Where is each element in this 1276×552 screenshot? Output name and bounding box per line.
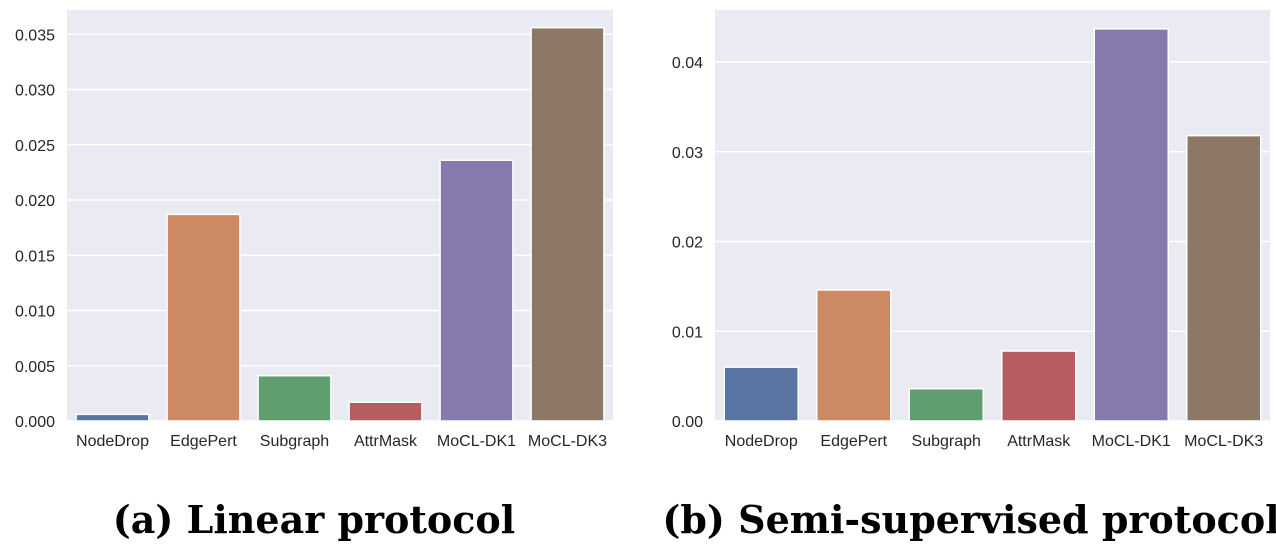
bar-edgepert (166, 213, 241, 422)
x-tick-label: MoCL-DK3 (1184, 433, 1263, 450)
bar-edgepert (816, 289, 892, 422)
y-tick-label: 0.005 (15, 359, 55, 376)
caption-b: (b) Semi-supervised protocol (662, 497, 1276, 542)
y-tick-label: 0.04 (672, 55, 703, 72)
y-tick-label: 0.010 (15, 304, 55, 321)
caption-a: (a) Linear protocol (113, 497, 515, 542)
y-tick-label: 0.01 (672, 324, 703, 341)
plot-area (67, 10, 613, 421)
chart-linear-protocol: 0.000 0.005 0.010 0.015 0.020 0.025 0.030 0.035… (15, 10, 613, 450)
bar-subgraph (257, 374, 332, 422)
bar-nodedrop (723, 366, 799, 422)
x-tick-label: NodeDrop (76, 433, 149, 450)
y-tick-label: 0.03 (672, 145, 703, 162)
y-tick-label: 0.02 (672, 235, 703, 252)
y-tick-label: 0.030 (15, 83, 55, 100)
x-tick-label: NodeDrop (725, 433, 798, 450)
bar-mocl-dk1 (439, 159, 514, 422)
x-tick-label: MoCL-DK1 (437, 433, 516, 450)
x-tick-label: MoCL-DK1 (1092, 433, 1171, 450)
x-tick-label: AttrMask (354, 433, 418, 450)
x-tick-label: Subgraph (260, 433, 329, 450)
plot-area (715, 10, 1270, 421)
x-tick-label: AttrMask (1007, 433, 1071, 450)
bar-mocl-dk1 (1093, 28, 1169, 422)
bar-attrmask (1001, 350, 1077, 422)
x-tick-label: MoCL-DK3 (528, 433, 607, 450)
y-tick-label: 0.020 (15, 193, 55, 210)
bar-attrmask (348, 401, 423, 422)
x-tick-label: EdgePert (170, 433, 237, 450)
chart-semi-supervised-protocol: 0.00 0.01 0.02 0.03 0.04 NodeDrop EdgePert Subg… (672, 10, 1270, 450)
y-tick-label: 0.015 (15, 248, 55, 265)
y-tick-label: 0.035 (15, 27, 55, 44)
bar-subgraph (908, 387, 984, 422)
bar-mocl-dk3 (1186, 134, 1262, 422)
y-tick-label: 0.025 (15, 138, 55, 155)
y-tick-label: 0.000 (15, 414, 55, 431)
bar-nodedrop (75, 413, 150, 422)
bar-mocl-dk3 (530, 26, 605, 422)
y-tick-label: 0.00 (672, 414, 703, 431)
x-tick-label: EdgePert (820, 433, 887, 450)
x-tick-label: Subgraph (912, 433, 981, 450)
